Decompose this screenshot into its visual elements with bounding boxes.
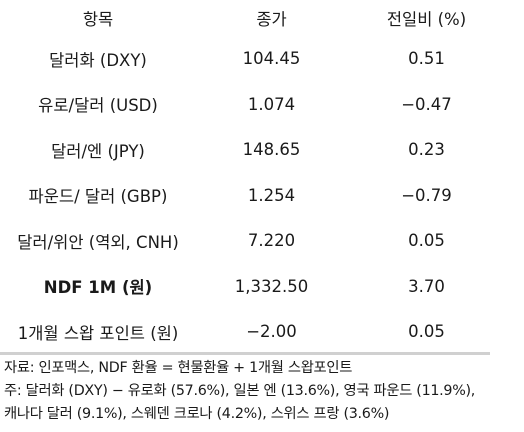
row-close: 148.65: [242, 140, 301, 160]
source-note: 자료: 인포맥스, NDF 환율 = 현물환율 + 1개월 스왑포인트: [4, 360, 353, 376]
row-item: 달러화 (DXY): [49, 50, 147, 70]
row-change: 0.05: [408, 231, 445, 251]
table-row: 달러/엔 (JPY) 148.65 0.23: [0, 127, 506, 173]
footnote-line-1: 주: 달러화 (DXY) − 유로화 (57.6%), 일본 엔 (13.6%)…: [4, 383, 476, 399]
table-row: 달러화 (DXY) 104.45 0.51: [0, 36, 506, 82]
row-close: 1,332.50: [234, 276, 309, 296]
table-row: 달러/위안 (역외, CNH) 7.220 0.05: [0, 218, 506, 264]
header-item: 항목: [82, 10, 114, 29]
row-item: 유로/달러 (USD): [38, 96, 158, 116]
row-close: 1.074: [247, 94, 296, 114]
row-close: 1.254: [247, 185, 296, 205]
row-change: 3.70: [408, 276, 445, 296]
header-change: 전일비 (%): [386, 10, 467, 29]
row-item: 달러/위안 (역외, CNH): [17, 232, 179, 252]
row-change: 0.23: [408, 140, 445, 160]
table-row: 파운드/ 달러 (GBP) 1.254 −0.79: [0, 173, 506, 219]
table-row: 1개월 스왑 포인트 (원) −2.00 0.05: [0, 309, 506, 355]
table-row: 유로/달러 (USD) 1.074 −0.47: [0, 82, 506, 128]
row-item: 파운드/ 달러 (GBP): [28, 187, 168, 207]
row-change: −0.47: [401, 94, 452, 114]
table-divider: [0, 352, 490, 355]
header-close: 종가: [256, 10, 287, 29]
row-change: 0.51: [408, 49, 445, 69]
row-item: 1개월 스왑 포인트 (원): [17, 323, 179, 343]
table-row-ndf: NDF 1M (원) 1,332.50 3.70: [0, 264, 506, 310]
fx-rates-table: 항목 종가 전일비 (%) 달러화 (DXY) 104.45 0.51 유로/달…: [0, 0, 506, 355]
row-close: 104.45: [242, 49, 301, 69]
row-change: −0.79: [401, 185, 452, 205]
table-header-row: 항목 종가 전일비 (%): [0, 0, 506, 32]
row-item: 달러/엔 (JPY): [51, 141, 145, 161]
row-close: −2.00: [246, 322, 297, 342]
table-notes: 자료: 인포맥스, NDF 환율 = 현물환율 + 1개월 스왑포인트 주: 달…: [4, 357, 522, 426]
row-change: 0.05: [408, 322, 445, 342]
row-close: 7.220: [247, 231, 296, 251]
row-item: NDF 1M (원): [43, 278, 153, 298]
footnote-line-2: 캐나다 달러 (9.1%), 스웨덴 크로나 (4.2%), 스위스 프랑 (3…: [4, 406, 390, 422]
